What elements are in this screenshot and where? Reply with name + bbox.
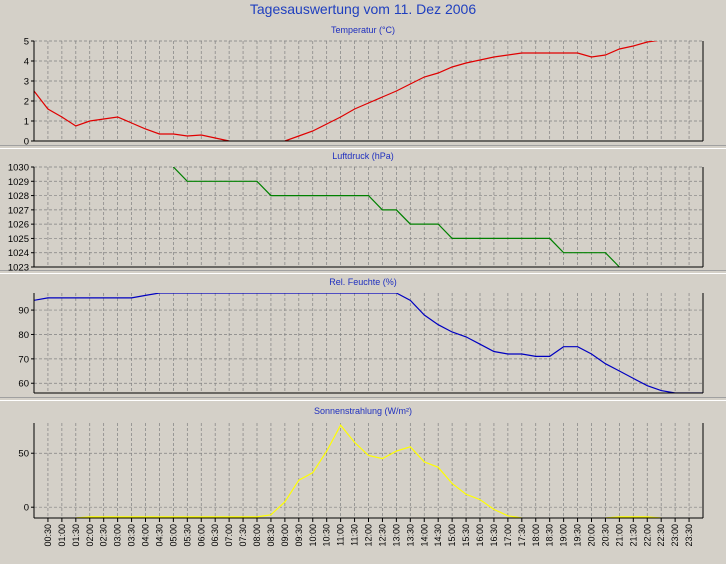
x-tick-label: 12:30 (377, 524, 387, 547)
y-tick-label-temperature: 1 (24, 117, 29, 128)
x-tick-label: 03:00 (113, 524, 123, 547)
y-tick-label-temperature: 5 (24, 37, 29, 48)
x-tick-label: 18:00 (531, 524, 541, 547)
y-tick-label-temperature: 3 (24, 77, 29, 88)
panel-separator (0, 397, 726, 401)
chart-title: Tagesauswertung vom 11. Dez 2006 (249, 1, 477, 17)
y-tick-label-humidity: 80 (18, 330, 29, 341)
y-tick-label-humidity: 90 (18, 306, 29, 317)
x-tick-label: 04:00 (141, 524, 151, 547)
x-tick-label: 20:30 (600, 524, 610, 547)
y-tick-label-pressure: 1023 (8, 263, 29, 274)
panel-title-temperature: Temperatur (°C) (330, 25, 396, 35)
x-tick-label: 15:00 (447, 524, 457, 547)
x-tick-label: 18:30 (545, 524, 555, 547)
panel-separator (0, 145, 726, 149)
x-tick-label: 22:30 (656, 524, 666, 547)
x-tick-label: 05:30 (182, 524, 192, 547)
y-tick-label-radiation: 0 (24, 503, 29, 514)
y-tick-label-radiation: 50 (18, 449, 29, 460)
x-tick-label: 02:00 (85, 524, 95, 547)
x-tick-label: 07:00 (224, 524, 234, 547)
y-tick-label-temperature: 0 (24, 137, 29, 148)
x-tick-label: 03:30 (127, 524, 137, 547)
y-tick-label-humidity: 60 (18, 379, 29, 390)
y-tick-label-humidity: 70 (18, 354, 29, 365)
x-tick-label: 09:00 (280, 524, 290, 547)
x-tick-label: 19:30 (573, 524, 583, 547)
x-tick-label: 15:30 (461, 524, 471, 547)
x-tick-label: 02:30 (99, 524, 109, 547)
x-tick-label: 11:00 (336, 524, 346, 546)
x-tick-label: 23:30 (684, 524, 694, 547)
x-tick-label: 14:00 (419, 524, 429, 547)
y-tick-label-pressure: 1026 (8, 220, 29, 231)
x-tick-label: 17:00 (503, 524, 513, 547)
y-tick-label-pressure: 1030 (8, 163, 29, 174)
x-tick-label: 21:30 (628, 524, 638, 547)
x-tick-label: 12:00 (364, 524, 374, 547)
x-tick-label: 01:00 (57, 524, 67, 547)
x-tick-label: 08:00 (252, 524, 262, 547)
y-tick-label-temperature: 4 (24, 57, 29, 68)
x-tick-label: 10:30 (322, 524, 332, 547)
y-tick-label-pressure: 1028 (8, 191, 29, 202)
x-tick-label: 21:00 (614, 524, 624, 547)
panel-title-radiation: Sonnenstrahlung (W/m²) (313, 406, 413, 416)
x-tick-label: 23:00 (670, 524, 680, 547)
radiation-series-line-0 (75, 424, 522, 518)
x-tick-label: 11:30 (350, 524, 360, 546)
x-tick-label: 10:00 (308, 524, 318, 547)
x-tick-label: 06:00 (196, 524, 206, 547)
x-tick-label: 22:00 (642, 524, 652, 547)
y-tick-label-temperature: 2 (24, 97, 29, 108)
y-tick-label-pressure: 1027 (8, 205, 29, 216)
x-tick-label: 06:30 (210, 524, 220, 547)
y-tick-label-pressure: 1029 (8, 177, 29, 188)
humidity-series-line-0 (34, 293, 703, 393)
x-tick-label: 04:30 (154, 524, 164, 547)
x-tick-label: 08:30 (266, 524, 276, 547)
x-tick-label: 13:30 (405, 524, 415, 547)
x-tick-label: 01:30 (71, 524, 81, 547)
x-tick-label: 17:30 (517, 524, 527, 547)
x-tick-label: 00:30 (43, 524, 53, 547)
x-tick-label: 19:00 (559, 524, 569, 547)
panel-title-humidity: Rel. Feuchte (%) (329, 277, 397, 287)
x-tick-label: 07:30 (238, 524, 248, 547)
x-tick-label: 13:00 (391, 524, 401, 547)
x-tick-label: 16:30 (489, 524, 499, 547)
panel-separator (0, 270, 726, 274)
temperature-series-line-0 (34, 41, 659, 141)
x-tick-label: 16:00 (475, 524, 485, 547)
radiation-series-line-1 (605, 516, 662, 518)
y-tick-label-pressure: 1025 (8, 234, 29, 245)
pressure-series-line-0 (172, 167, 621, 267)
panel-title-pressure: Luftdruck (hPa) (332, 151, 394, 161)
x-tick-label: 14:30 (433, 524, 443, 547)
x-tick-label: 20:00 (587, 524, 597, 547)
x-tick-label: 05:00 (168, 524, 178, 547)
y-tick-label-pressure: 1024 (8, 248, 29, 259)
x-tick-label: 09:30 (294, 524, 304, 547)
